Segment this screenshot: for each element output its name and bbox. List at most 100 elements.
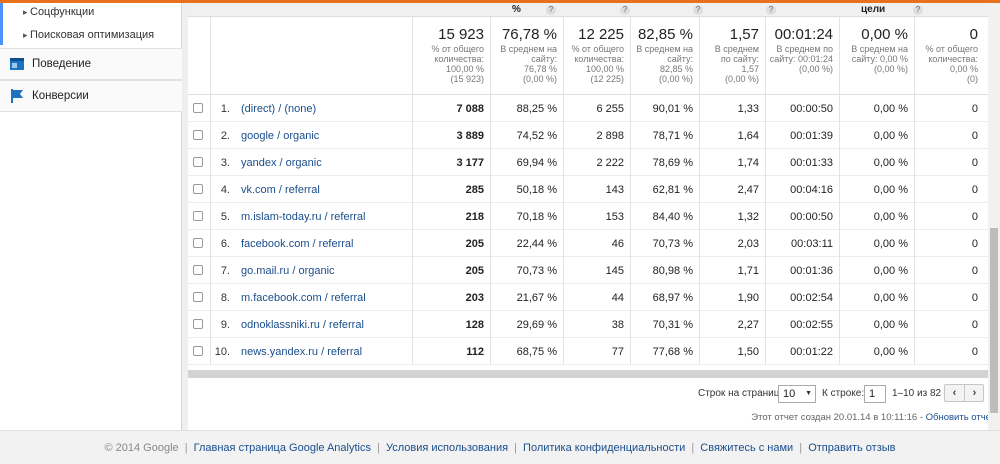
- chevron-right-icon[interactable]: ›: [972, 387, 977, 399]
- cell-conv: 0,00 %: [873, 157, 908, 169]
- source-medium-link[interactable]: yandex / organic: [241, 157, 322, 169]
- footer: © 2014 Google | Главная страница Google …: [0, 430, 1000, 464]
- source-medium-link[interactable]: m.islam-today.ru / referral: [241, 211, 366, 223]
- footer-link-feedback[interactable]: Отправить отзыв: [808, 442, 896, 454]
- horizontal-scrollbar[interactable]: [188, 370, 988, 378]
- column-divider: [563, 122, 564, 149]
- source-medium-link[interactable]: vk.com / referral: [241, 184, 320, 196]
- source-medium-link[interactable]: google / organic: [241, 130, 320, 142]
- cell-new-users: 145: [605, 265, 624, 277]
- column-divider: [210, 203, 211, 230]
- cell-bounce: 77,68 %: [652, 346, 693, 358]
- column-divider: [412, 176, 413, 203]
- table-row: 1. (direct) / (none) 7 088 88,25 % 6 255 90,0…: [188, 95, 988, 122]
- cell-bounce: 78,69 %: [652, 157, 693, 169]
- cell-conv: 0,00 %: [873, 103, 908, 115]
- row-checkbox[interactable]: [193, 319, 203, 329]
- footer-link-terms[interactable]: Условия использования: [385, 442, 509, 454]
- conversions-flag-icon: [11, 89, 23, 103]
- cell-sessions: 112: [466, 346, 484, 358]
- sidebar-item-seo[interactable]: Поисковая оптимизация: [0, 23, 182, 47]
- sidebar-item-social[interactable]: Соцфункции: [0, 0, 182, 24]
- cell-new-pct: 88,25 %: [516, 103, 557, 115]
- column-divider: [699, 257, 700, 284]
- rows-per-page-label: Строк на странице:: [698, 388, 788, 399]
- table-row: 3. yandex / organic 3 177 69,94 % 2 222 78,69…: [188, 149, 988, 176]
- column-divider: [839, 203, 840, 230]
- column-divider: [699, 203, 700, 230]
- help-icon[interactable]: ?: [620, 5, 630, 15]
- copyright: © 2014 Google: [104, 442, 179, 454]
- column-divider: [210, 311, 211, 338]
- source-medium-link[interactable]: odnoklassniki.ru / referral: [241, 319, 364, 331]
- column-divider: [914, 284, 915, 311]
- footer-link-ga-home[interactable]: Главная страница Google Analytics: [193, 442, 371, 454]
- cell-bounce: 70,31 %: [652, 319, 693, 331]
- row-checkbox[interactable]: [193, 346, 203, 356]
- cell-pages: 1,32: [737, 211, 759, 223]
- row-number: 8.: [220, 292, 230, 304]
- column-divider: [630, 284, 631, 311]
- row-checkbox[interactable]: [193, 157, 203, 167]
- summary-note: % от общего: [571, 44, 625, 54]
- row-checkbox[interactable]: [193, 265, 203, 275]
- source-medium-link[interactable]: (direct) / (none): [241, 103, 317, 115]
- column-divider: [490, 122, 491, 149]
- footer-link-contact[interactable]: Свяжитесь с нами: [700, 442, 794, 454]
- help-icon[interactable]: ?: [766, 5, 776, 15]
- column-divider: [914, 311, 915, 338]
- cell-new-users: 2 222: [596, 157, 624, 169]
- help-icon[interactable]: ?: [913, 5, 923, 15]
- cell-sessions: 7 088: [456, 103, 484, 115]
- cell-pages: 2,27: [737, 319, 759, 331]
- refresh-report-link[interactable]: Обновить отчет: [925, 412, 995, 423]
- sidebar-item-label: Конверсии: [32, 90, 89, 102]
- source-medium-link[interactable]: facebook.com / referral: [241, 238, 354, 250]
- summary-note: 100,00 %: [445, 64, 484, 74]
- row-checkbox[interactable]: [193, 292, 203, 302]
- goto-row-input[interactable]: 1: [864, 385, 886, 403]
- table-row: 9. odnoklassniki.ru / referral 128 29,69 % 3…: [188, 311, 988, 338]
- column-divider: [914, 149, 915, 176]
- source-medium-link[interactable]: news.yandex.ru / referral: [241, 346, 363, 358]
- help-icon[interactable]: ?: [546, 5, 556, 15]
- column-divider: [765, 95, 766, 122]
- row-checkbox[interactable]: [193, 238, 203, 248]
- cell-duration: 00:01:39: [790, 130, 833, 142]
- column-divider: [765, 203, 766, 230]
- help-icon[interactable]: ?: [693, 5, 703, 15]
- cell-conv: 0,00 %: [873, 184, 908, 196]
- chevron-left-icon[interactable]: ‹: [952, 387, 957, 399]
- column-divider: [490, 149, 491, 176]
- summary-cell: 0% от общего количества: 0,00 % (0): [914, 17, 984, 95]
- cell-pages: 1,33: [737, 103, 759, 115]
- sidebar-item-behavior[interactable]: Поведение: [0, 48, 182, 80]
- source-medium-link[interactable]: go.mail.ru / organic: [241, 265, 335, 277]
- summary-note: сайту: 00:01:24: [769, 54, 833, 64]
- report-created-info: Этот отчет создан 20.01.14 в 10:11:16 - …: [751, 412, 995, 423]
- sidebar-item-conversions[interactable]: Конверсии: [0, 80, 182, 112]
- column-divider: [765, 149, 766, 176]
- top-accent-line: [0, 0, 1000, 3]
- row-checkbox[interactable]: [193, 211, 203, 221]
- column-divider: [490, 338, 491, 365]
- cell-sessions: 3 177: [456, 157, 484, 169]
- column-divider: [563, 257, 564, 284]
- column-divider: [839, 95, 840, 122]
- column-divider: [210, 257, 211, 284]
- summary-note: (0,00 %): [522, 74, 557, 84]
- footer-link-privacy[interactable]: Политика конфиденциальности: [523, 442, 686, 454]
- vertical-scrollbar[interactable]: [988, 3, 1000, 430]
- column-divider: [765, 17, 766, 95]
- column-divider: [563, 230, 564, 257]
- cell-bounce: 80,98 %: [652, 265, 693, 277]
- column-divider: [210, 122, 211, 149]
- table-row: 6. facebook.com / referral 205 22,44 % 46 70,…: [188, 230, 988, 257]
- cell-pages: 1,64: [737, 130, 759, 142]
- rows-per-page-select[interactable]: 10 ▼: [778, 385, 816, 403]
- row-checkbox[interactable]: [193, 103, 203, 113]
- row-checkbox[interactable]: [193, 130, 203, 140]
- row-checkbox[interactable]: [193, 184, 203, 194]
- source-medium-link[interactable]: m.facebook.com / referral: [241, 292, 366, 304]
- scrollbar-thumb[interactable]: [990, 228, 998, 413]
